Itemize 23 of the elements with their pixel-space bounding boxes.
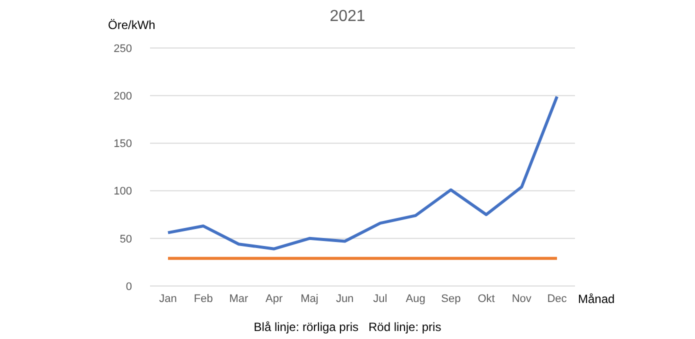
chart-title: 2021 (330, 8, 366, 25)
x-tick-label: Apr (266, 292, 283, 305)
y-tick-label: 100 (114, 186, 132, 198)
x-tick-label: Mar (229, 292, 249, 305)
y-tick-label: 0 (126, 280, 132, 293)
x-tick-label: Maj (300, 292, 318, 305)
x-tick-label: Jan (159, 292, 177, 305)
x-tick-label: Jun (336, 292, 354, 305)
line-series (166, 95, 558, 250)
y-tick-label: 50 (120, 233, 132, 246)
x-tick-label: Jul (373, 292, 388, 305)
x-tick-label: Dec (547, 292, 568, 305)
text: Blå linje: rörliga pris Röd linje: pris (252, 320, 442, 334)
x-tick-label: Nov (512, 292, 532, 305)
x-tick-label: Aug (406, 292, 426, 305)
x-axis-title: Månad (578, 292, 615, 306)
y-axis-title: Öre/kWh (108, 18, 156, 32)
y-tick-label: 150 (114, 138, 132, 150)
x-tick-label: Sep (441, 292, 461, 305)
y-tick-label: 200 (114, 90, 132, 103)
y-tick-label: 250 (114, 42, 132, 55)
x-tick-label: Feb (194, 292, 213, 305)
x-tick-label: Okt (478, 292, 495, 305)
